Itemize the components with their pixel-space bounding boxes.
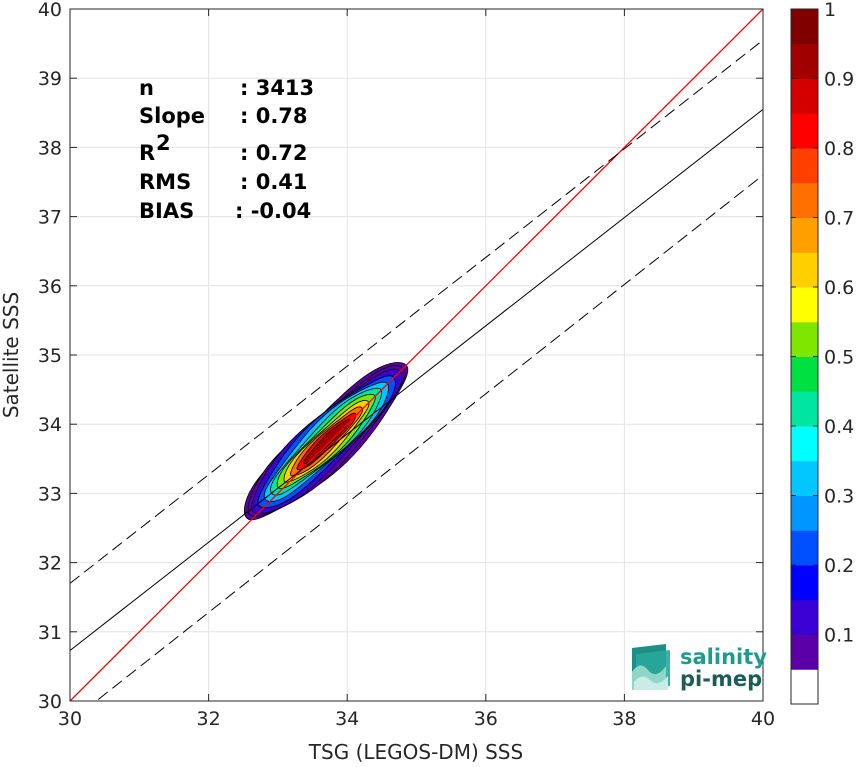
- x-axis-label: TSG (LEGOS-DM) SSS: [308, 740, 523, 764]
- y-tick-label: 38: [38, 137, 62, 159]
- y-ticks: 30 31 32 33 34 35 36 37 38 39 40: [38, 0, 763, 713]
- colorbar-tick-label: 0.9: [824, 69, 854, 91]
- stat-superscript: 2: [156, 131, 171, 155]
- colorbar-segment: [791, 287, 818, 323]
- stat-value: : -0.04: [235, 199, 311, 223]
- density-contours: [243, 362, 409, 521]
- colorbar-segment: [791, 321, 818, 357]
- stats-block: n : 3413 Slope : 0.78 R 2 : 0.72 RMS : 0.41 BIAS:…: [139, 76, 314, 223]
- salinity-pimep-logo: salinity pi-mep: [632, 644, 767, 691]
- stat-label: R: [139, 141, 155, 165]
- y-tick-label: 32: [38, 553, 62, 575]
- colorbar-segment: [791, 426, 818, 462]
- reference-lines: [70, 9, 763, 701]
- x-tick-label: 36: [474, 708, 498, 730]
- colorbar-segment: [791, 252, 818, 288]
- colorbar-tick-label: 0.3: [824, 486, 854, 508]
- colorbar-segment: [791, 565, 818, 601]
- x-tick-label: 40: [751, 708, 775, 730]
- stat-value: : 0.41: [240, 170, 308, 194]
- colorbar-tick-label: 0.7: [824, 208, 854, 230]
- y-tick-label: 33: [38, 483, 62, 505]
- stat-label: n: [139, 76, 154, 100]
- colorbar-segment: [791, 78, 818, 114]
- y-tick-label: 30: [38, 691, 62, 713]
- y-tick-label: 34: [38, 414, 62, 436]
- x-tick-label: 34: [335, 708, 359, 730]
- colorbar-segment: [791, 217, 818, 253]
- colorbar-segment: [791, 148, 818, 184]
- y-tick-label: 36: [38, 276, 62, 298]
- y-tick-label: 37: [38, 207, 62, 229]
- logo-line2: pi-mep: [680, 667, 762, 691]
- colorbar-segment: [791, 634, 818, 670]
- stat-value: : 3413: [240, 76, 314, 100]
- colorbar-segment: [791, 356, 818, 392]
- colorbar-tick-label: 0.5: [824, 347, 854, 369]
- stat-label: Slope: [139, 104, 205, 128]
- colorbar-segment: [791, 391, 818, 427]
- logo-wave-icon: [632, 644, 670, 690]
- x-tick-label: 30: [58, 708, 82, 730]
- colorbar-segment: [791, 113, 818, 149]
- colorbar-segment: [791, 530, 818, 566]
- stat-value: : 0.78: [240, 104, 308, 128]
- x-tick-label: 32: [197, 708, 221, 730]
- colorbar-tick-label: 0.2: [824, 555, 854, 577]
- y-axis-label: Satellite SSS: [0, 292, 23, 418]
- colorbar-segment: [791, 460, 818, 496]
- stat-label: BIAS: [139, 199, 194, 223]
- colorbar-tick-label: 0.6: [824, 277, 854, 299]
- colorbar-tick-label: 0.4: [824, 416, 854, 438]
- colorbar-segment: [791, 599, 818, 635]
- stat-value: : 0.72: [240, 141, 308, 165]
- logo-line1: salinity: [680, 645, 767, 669]
- stat-label: RMS: [139, 170, 191, 194]
- y-tick-label: 35: [38, 345, 62, 367]
- y-tick-label: 31: [38, 622, 62, 644]
- lower-bound-line: [95, 174, 763, 701]
- x-tick-label: 38: [612, 708, 636, 730]
- colorbar-tick-label: 1: [824, 0, 836, 21]
- upper-bound-line: [70, 39, 763, 584]
- density-contour: [303, 419, 350, 465]
- colorbar-tick-label: 0.8: [824, 138, 854, 160]
- identity-line: [70, 9, 763, 701]
- colorbar-segment: [791, 9, 818, 45]
- y-tick-label: 40: [38, 0, 62, 21]
- colorbar: 0.1 0.2 0.3 0.4 0.5 0.6 0.7 0.8 0.9 1: [790, 0, 854, 705]
- regression-line: [70, 108, 763, 651]
- y-tick-label: 39: [38, 68, 62, 90]
- colorbar-segment: [791, 43, 818, 79]
- x-ticks: 30 32 34 36 38 40: [58, 9, 775, 730]
- colorbar-segment: [791, 669, 818, 705]
- colorbar-segment: [791, 182, 818, 218]
- colorbar-tick-label: 0.1: [824, 625, 854, 647]
- colorbar-segment: [791, 495, 818, 531]
- grid: [69, 8, 764, 702]
